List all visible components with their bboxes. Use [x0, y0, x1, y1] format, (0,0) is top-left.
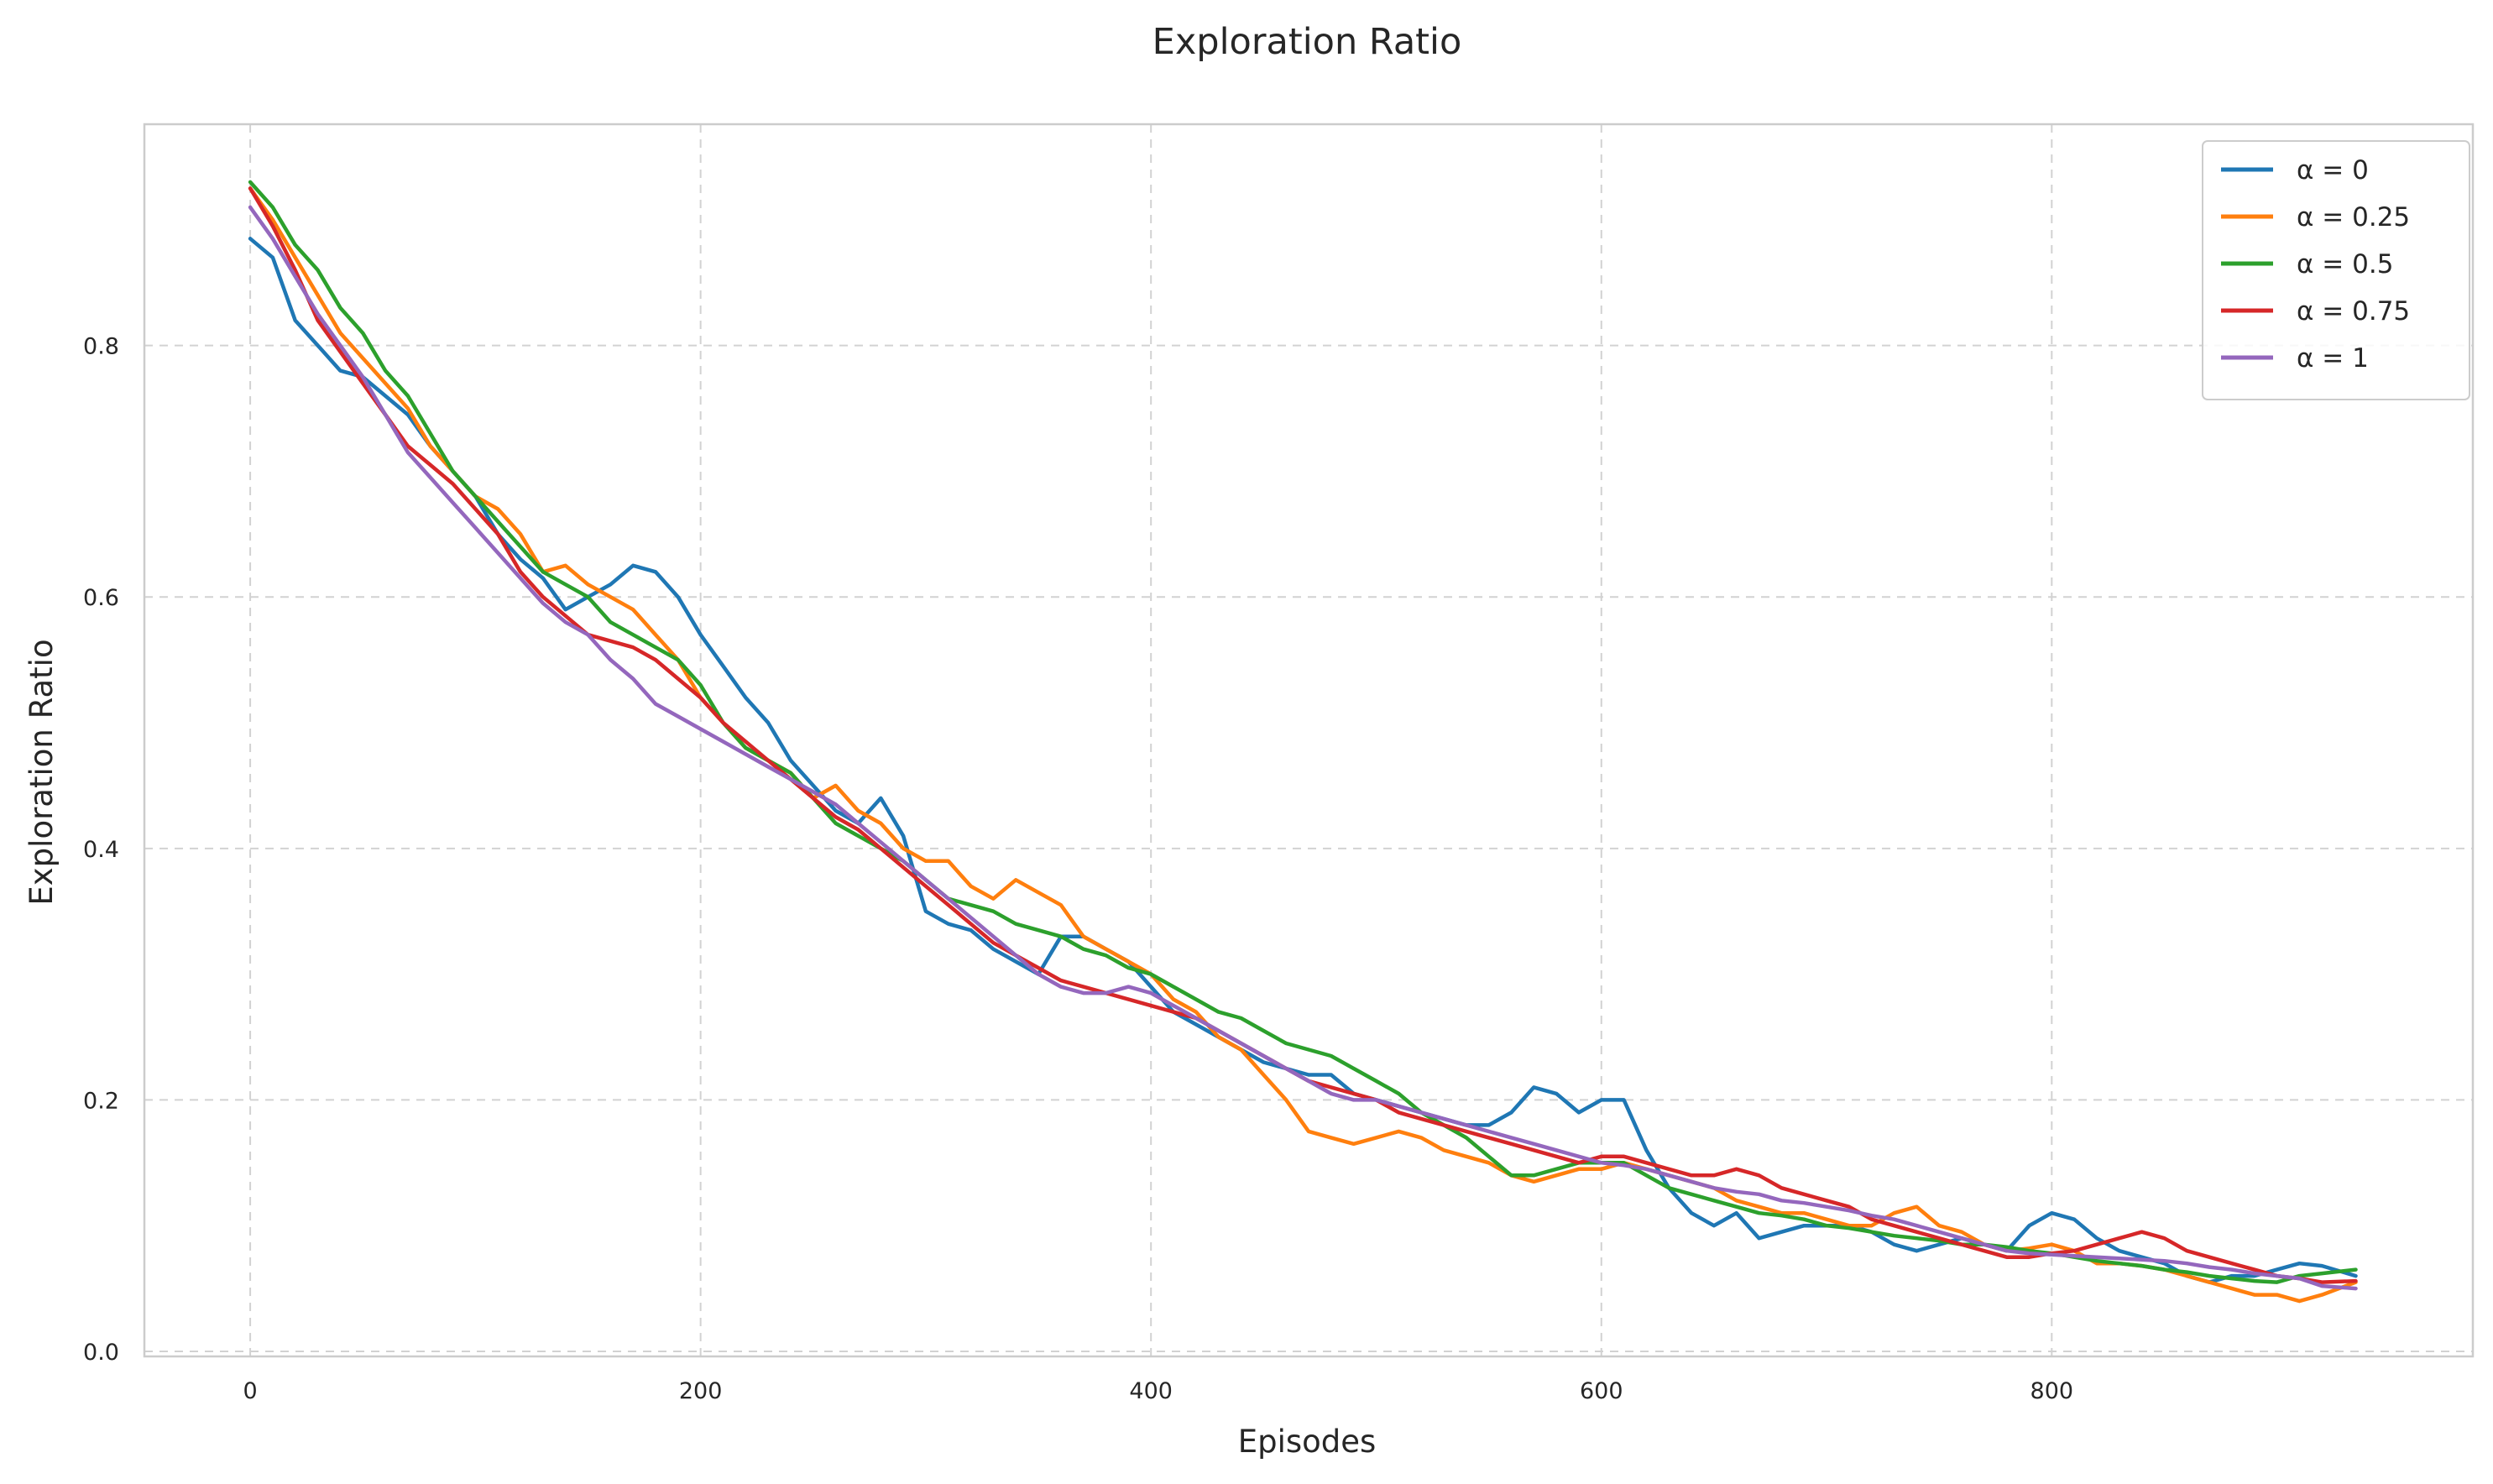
y-tick-label: 0.4 [83, 837, 119, 863]
y-tick-label: 0.2 [83, 1088, 119, 1114]
legend-label-3: α = 0.75 [2297, 296, 2410, 327]
chart-title: Exploration Ratio [1152, 21, 1462, 63]
x-axis-label: Episodes [1238, 1424, 1377, 1460]
y-tick-label: 0.0 [83, 1340, 119, 1366]
x-tick-label: 600 [1580, 1378, 1623, 1404]
grid-lines [144, 124, 2473, 1356]
y-axis-label: Exploration Ratio [24, 639, 60, 905]
legend-label-2: α = 0.5 [2297, 249, 2393, 280]
series-line-4 [248, 205, 2358, 1291]
legend-label-4: α = 1 [2297, 343, 2369, 374]
y-tick-label: 0.8 [83, 334, 119, 360]
legend-label-1: α = 0.25 [2297, 202, 2410, 233]
x-tick-label: 0 [243, 1378, 257, 1404]
x-tick-label: 400 [1129, 1378, 1173, 1404]
x-tick-label: 200 [679, 1378, 723, 1404]
series-lines [248, 180, 2358, 1304]
plot-frame [143, 123, 2475, 1358]
y-tick-label: 0.6 [83, 585, 119, 611]
legend: α = 0 α = 0.25 α = 0.5 α = 0.75 α = 1 [2202, 140, 2470, 400]
legend-label-0: α = 0 [2297, 155, 2369, 186]
legend-box [2202, 140, 2470, 400]
x-tick-label: 800 [2030, 1378, 2074, 1404]
tick-labels: 0 200 400 600 800 0.0 0.2 0.4 0.6 0.8 [83, 334, 2073, 1404]
